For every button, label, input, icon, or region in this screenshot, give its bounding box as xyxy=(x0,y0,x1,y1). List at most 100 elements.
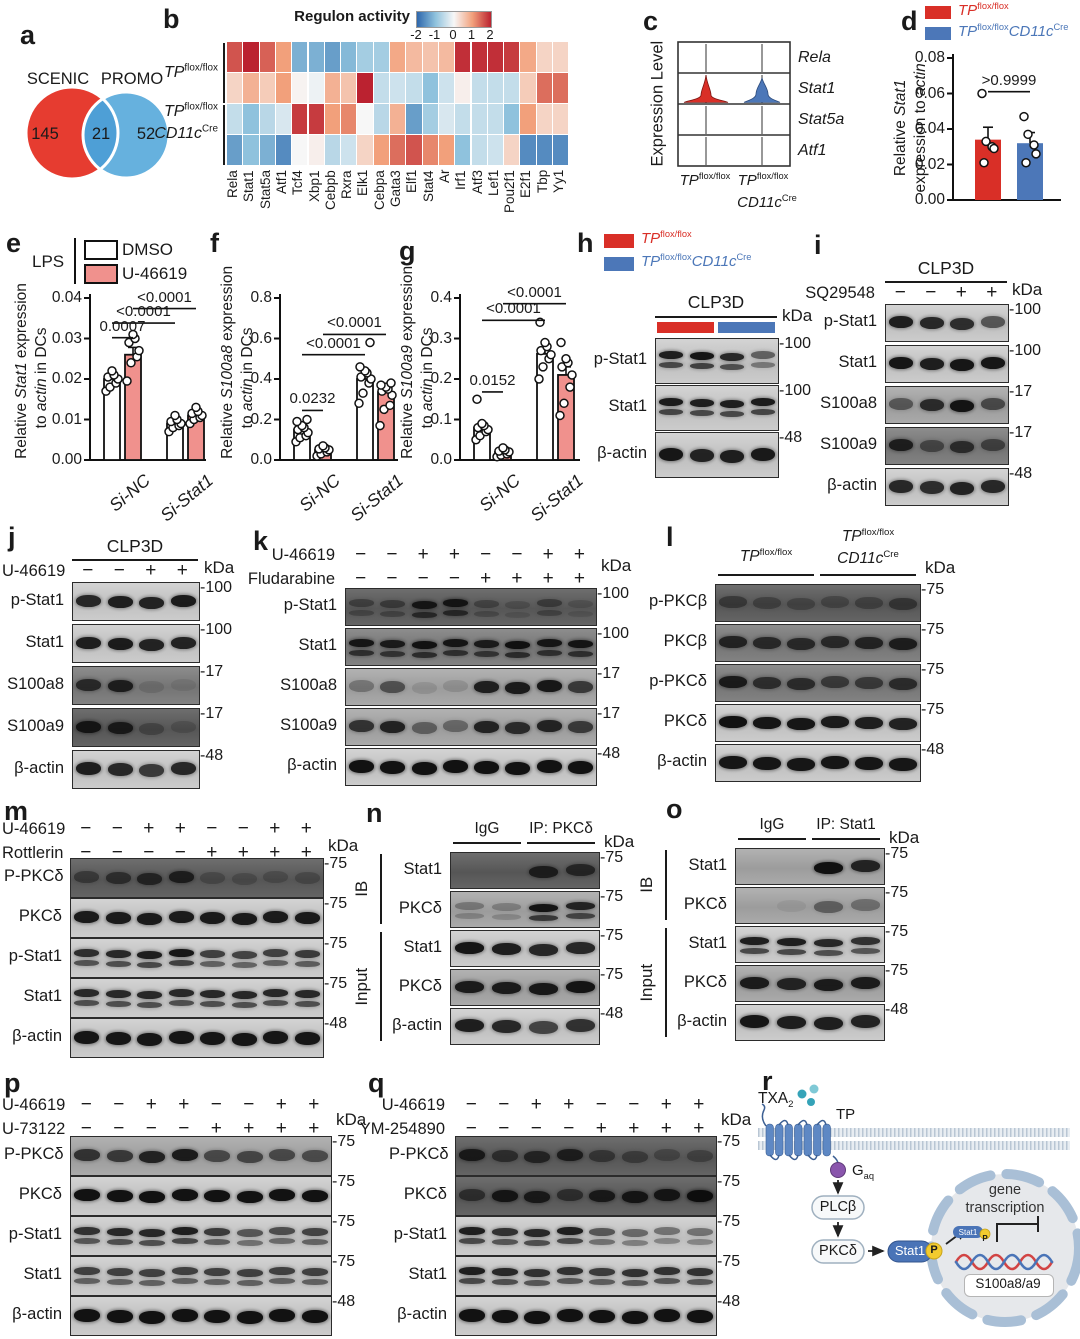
protein-band xyxy=(536,598,562,607)
heatmap-cell xyxy=(275,73,292,103)
blot-strip-Stat1 xyxy=(70,978,324,1018)
protein-band xyxy=(200,950,226,959)
plus-sign: + xyxy=(530,1094,542,1115)
plus-sign: + xyxy=(955,282,967,303)
blot-group-underline xyxy=(453,842,521,844)
protein-band xyxy=(105,961,131,968)
protein-band xyxy=(689,448,714,462)
protein-band xyxy=(474,639,500,648)
protein-band xyxy=(294,872,320,884)
kda-marker: -75 xyxy=(600,927,624,944)
venn-right-label: PROMO xyxy=(100,70,164,88)
group-color-bar xyxy=(718,322,775,333)
blot-group-underline xyxy=(820,574,916,576)
blot-strip-S100a9 xyxy=(345,708,597,746)
blot-row-label: S100a8 xyxy=(7,674,64,693)
blot-row-label: p-Stat1 xyxy=(10,590,64,609)
minus-sign: − xyxy=(465,1094,477,1115)
heatmap-cell xyxy=(292,42,308,72)
protein-band xyxy=(105,950,131,959)
heatmap-cell xyxy=(520,73,536,103)
protein-band xyxy=(139,722,165,735)
heatmap-cell xyxy=(357,42,373,72)
protein-band xyxy=(813,938,844,947)
blot-row-label: Stat1 xyxy=(608,397,647,415)
panel-n-label: n xyxy=(366,798,383,828)
protein-band xyxy=(105,990,131,999)
protein-band xyxy=(263,989,289,998)
y-axis-label: Relative S100a8 expression xyxy=(219,265,237,459)
blot-strip-p-Stat1 xyxy=(70,1216,332,1256)
protein-band xyxy=(589,1190,616,1202)
protein-band xyxy=(720,400,745,409)
y-tick-label: 0.0 xyxy=(430,451,452,468)
plus-sign: + xyxy=(511,568,523,589)
protein-band xyxy=(474,610,500,617)
minus-sign: − xyxy=(448,568,460,589)
protein-band xyxy=(980,357,1005,369)
protein-band xyxy=(686,1239,713,1246)
protein-band xyxy=(380,760,406,774)
protein-band xyxy=(919,440,944,452)
protein-band xyxy=(442,609,468,616)
kda-marker: -75 xyxy=(717,1253,741,1270)
protein-band xyxy=(524,1240,551,1247)
heatmap-cell xyxy=(536,135,552,165)
protein-band xyxy=(107,721,133,734)
protein-band xyxy=(524,1229,551,1238)
heatmap-cell xyxy=(422,104,438,134)
blot-header-underline xyxy=(655,316,777,318)
heatmap-cell xyxy=(536,104,552,134)
blot-row-label: PKCδ xyxy=(683,894,727,913)
minus-sign: − xyxy=(511,544,523,565)
plus-sign: + xyxy=(693,1094,705,1115)
heatmap-cell xyxy=(504,42,520,72)
protein-band xyxy=(171,1238,198,1245)
blot-row-label: Stat1 xyxy=(25,632,64,651)
protein-band xyxy=(505,761,531,775)
protein-band xyxy=(204,1228,231,1237)
protein-band xyxy=(236,1229,263,1238)
protein-band xyxy=(349,759,375,773)
heatmap-cell xyxy=(292,104,308,134)
protein-band xyxy=(474,599,500,608)
protein-band xyxy=(349,638,375,647)
panel-b-label: b xyxy=(163,4,180,34)
protein-band xyxy=(787,598,815,610)
blot-strip-p-Stat1 xyxy=(72,582,200,621)
protein-band xyxy=(76,636,102,649)
kda-marker: -48 xyxy=(324,1015,348,1032)
violin-plot xyxy=(677,41,791,167)
minus-sign: − xyxy=(563,1118,575,1139)
protein-band xyxy=(74,1238,101,1245)
protein-band xyxy=(74,1308,101,1322)
kda-marker: -48 xyxy=(597,745,621,762)
legend-label-blue: TPflox/floxCD11cCre xyxy=(958,22,1069,40)
protein-band xyxy=(74,1267,101,1276)
kda-marker: -100 xyxy=(1009,342,1042,359)
protein-band xyxy=(919,358,944,370)
protein-band xyxy=(301,1268,328,1277)
protein-band xyxy=(442,638,468,647)
blot-strip-Stat1 xyxy=(735,926,885,963)
protein-band xyxy=(855,637,883,649)
protein-band xyxy=(106,1190,133,1202)
kda-marker: -48 xyxy=(200,747,224,764)
blot-row-label: PKCδ xyxy=(683,972,727,991)
blot-strip-P-PKC- xyxy=(70,858,324,898)
protein-band xyxy=(491,1190,518,1202)
protein-band xyxy=(850,976,881,989)
blot-strip-P-PKC- xyxy=(70,1136,332,1176)
protein-band xyxy=(74,949,100,958)
node-label-pkcd: PKCδ xyxy=(819,1243,857,1259)
protein-band xyxy=(689,363,714,370)
protein-band xyxy=(565,941,596,954)
plus-sign: + xyxy=(174,818,186,839)
receptor-label-tp: TP xyxy=(836,1106,856,1123)
chart-svg xyxy=(947,54,1061,201)
protein-band xyxy=(621,1191,648,1203)
protein-band xyxy=(200,912,226,924)
p-value: <0.0001 xyxy=(116,303,171,321)
protein-band xyxy=(106,1239,133,1246)
protein-band xyxy=(980,398,1005,410)
